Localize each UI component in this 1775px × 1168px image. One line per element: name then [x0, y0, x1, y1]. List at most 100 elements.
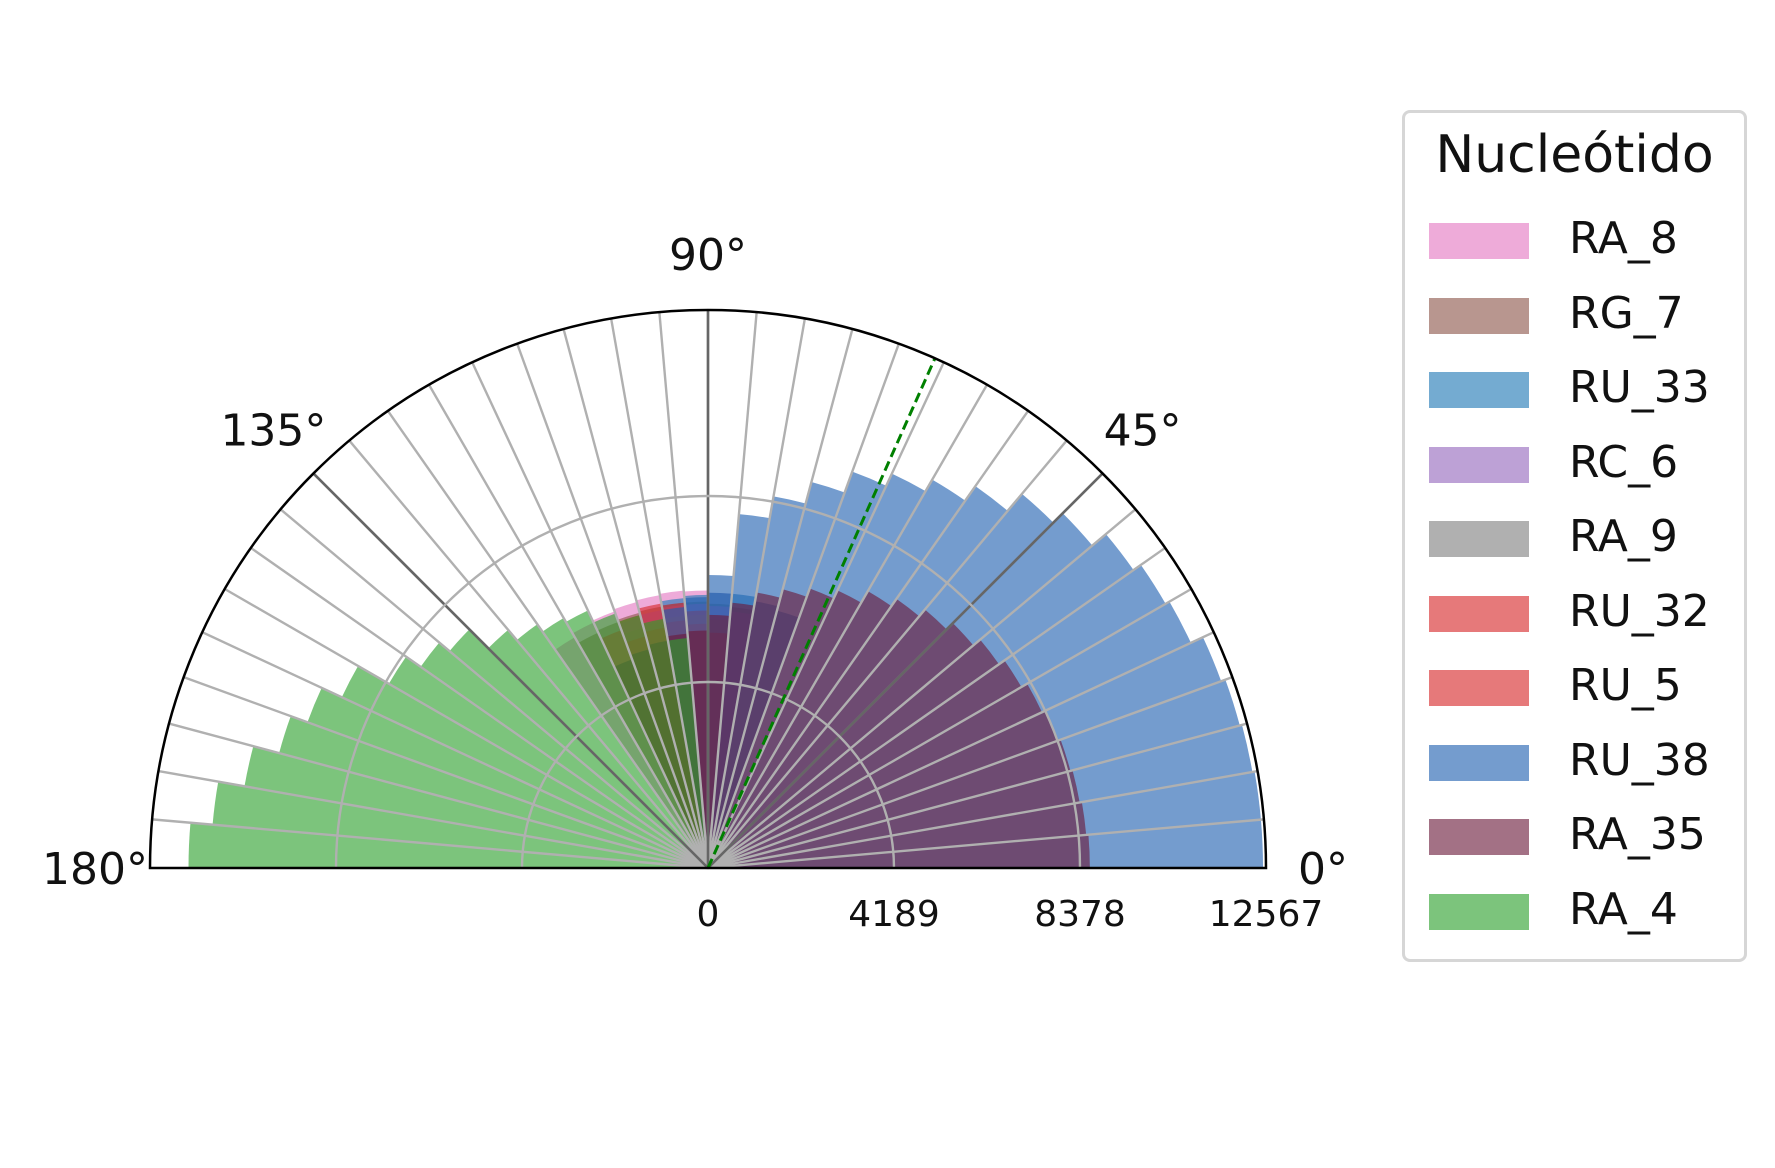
bar-RA_35-8 [708, 623, 974, 868]
angle-gridline [471, 361, 710, 869]
bar-RA_35-9 [708, 609, 947, 868]
angle-gridline [279, 508, 709, 869]
legend-swatch [1429, 372, 1529, 408]
angle-tick-label: 90° [669, 230, 747, 281]
angle-gridline [706, 328, 854, 869]
legend-item: RU_32 [1405, 584, 1744, 644]
radial-gridline [334, 494, 1082, 869]
legend-swatch [1429, 670, 1529, 706]
legend-title: Nucleótido [1435, 125, 1714, 185]
angle-gridline [707, 722, 1248, 870]
angle-tick-label: 0° [1298, 844, 1348, 895]
legend-label: RU_32 [1569, 585, 1710, 637]
legend-item: RA_4 [1405, 882, 1744, 942]
bar-RA_4-30 [341, 665, 708, 868]
bar-RA_4-29 [388, 656, 708, 868]
radial-gridline [520, 680, 896, 869]
legend-swatch [1429, 446, 1529, 483]
legend-swatch [1429, 893, 1529, 930]
legend-label: RA_4 [1569, 883, 1678, 935]
radial-tick-label: 8378 [1034, 894, 1126, 935]
angle-gridline [707, 410, 1030, 869]
reference-line-layer [706, 357, 937, 869]
angle-gridline [707, 631, 1215, 870]
angle-gridline [707, 818, 1264, 870]
major-angle-gridline [312, 472, 709, 869]
legend-item: RC_6 [1405, 435, 1744, 495]
legend-label: RA_35 [1569, 809, 1706, 860]
legend-item: RU_33 [1405, 360, 1744, 420]
bar-RA_35-4 [708, 710, 1059, 868]
radial-tick-label: 4189 [848, 894, 940, 935]
angle-tick-label: 135° [220, 405, 326, 456]
legend-label: RA_8 [1569, 213, 1678, 264]
legend-swatch [1429, 297, 1529, 334]
legend-item: RA_9 [1405, 509, 1744, 569]
angle-gridline [706, 343, 900, 869]
legend-item: RA_35 [1405, 807, 1744, 867]
legend-label: RC_6 [1569, 436, 1679, 488]
major-angle-gridline [707, 472, 1104, 869]
angle-gridline [183, 676, 709, 870]
bar-RA_4-24 [542, 618, 708, 868]
legend-swatch [1429, 223, 1529, 259]
legend-label: RG_7 [1569, 287, 1684, 339]
angle-gridline [250, 546, 709, 869]
angle-gridline [707, 439, 1068, 869]
angle-gridline [516, 343, 710, 869]
legend-item: RU_38 [1405, 733, 1744, 793]
legend-item: RA_8 [1405, 211, 1744, 271]
angle-gridline [168, 722, 709, 870]
angle-gridline [348, 439, 709, 869]
legend-label: RU_5 [1569, 660, 1682, 711]
plot-frame [148, 308, 1268, 870]
angle-gridline [224, 587, 709, 870]
angle-gridline [707, 508, 1137, 869]
axis-layer [148, 308, 1268, 870]
legend-swatch [1429, 595, 1529, 632]
angle-gridline [707, 676, 1233, 870]
bar-RA_4-26 [488, 629, 708, 868]
legend-swatch [1429, 819, 1529, 855]
angle-gridline [386, 410, 709, 869]
angle-gridline [609, 318, 710, 869]
angle-gridline [707, 769, 1258, 870]
bar-RA_35-11 [708, 591, 892, 868]
bar-RA_35-6 [708, 660, 1022, 868]
angle-gridline [427, 384, 710, 869]
angle-gridline [706, 361, 945, 869]
grid-layer [152, 310, 1264, 870]
radial-tick-label: 12567 [1209, 894, 1324, 935]
legend: Nucleótido RA_8 RG_7 RU_33 RC_6 RA_9 RU_32 RU_… [1402, 110, 1747, 962]
legend-label: RA_9 [1569, 511, 1678, 562]
legend-label: RU_33 [1569, 362, 1710, 413]
angle-gridline [658, 312, 710, 869]
reference-line [706, 357, 937, 869]
radial-tick-label: 0 [697, 894, 720, 935]
legend-item: RG_7 [1405, 286, 1744, 346]
bar-RA_4-25 [516, 624, 708, 868]
angle-tick-label: 45° [1104, 405, 1182, 456]
bar-RA_35-10 [708, 598, 920, 868]
legend-item: RU_5 [1405, 658, 1744, 718]
angle-gridline [707, 587, 1192, 870]
legend-swatch [1429, 521, 1529, 557]
legend-swatch [1429, 744, 1529, 781]
legend-label: RU_38 [1569, 734, 1710, 786]
bar-RA_35-12 [708, 590, 862, 868]
angle-tick-labels: 0° 45° 90° 135° 180° [42, 230, 1348, 895]
angle-gridline [562, 328, 710, 869]
angle-gridline [152, 818, 709, 870]
bar-RA_4-27 [449, 629, 708, 868]
angle-gridline [706, 312, 758, 869]
bar-RA_4-23 [565, 610, 708, 868]
angle-gridline [707, 546, 1166, 869]
angle-gridline [158, 769, 709, 870]
radial-tick-labels: 0 4189 8378 12567 [697, 894, 1324, 935]
angle-tick-label: 180° [42, 844, 148, 895]
angle-gridline [201, 631, 709, 870]
bar-RA_35-5 [708, 683, 1043, 868]
angle-gridline [706, 318, 807, 869]
bar-RA_4-28 [420, 642, 708, 868]
